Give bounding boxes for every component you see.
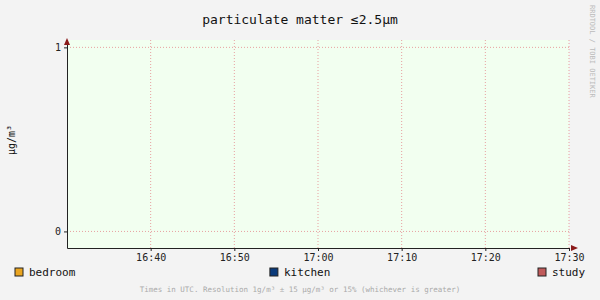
x-grid-line bbox=[401, 40, 402, 248]
x-tick-mark bbox=[569, 248, 570, 251]
chart: 16:4016:5017:0017:1017:2017:3001particul… bbox=[0, 0, 600, 300]
x-tick-label: 16:40 bbox=[136, 252, 166, 263]
x-tick-mark bbox=[151, 248, 152, 251]
x-tick: 17:30 bbox=[554, 248, 584, 263]
x-tick-mark bbox=[402, 248, 403, 251]
legend-swatch bbox=[15, 268, 23, 276]
legend: bedroom kitchen study bbox=[15, 266, 585, 279]
x-grid-line bbox=[150, 40, 151, 248]
x-tick-label: 17:00 bbox=[303, 252, 333, 263]
x-tick-label: 16:50 bbox=[220, 252, 250, 263]
y-tick: 0 bbox=[55, 226, 67, 237]
x-grid-line bbox=[234, 40, 235, 248]
y-tick-mark bbox=[64, 231, 67, 232]
legend-swatch bbox=[270, 268, 278, 276]
y-grid-line bbox=[67, 47, 569, 48]
legend-item: kitchen bbox=[270, 266, 330, 279]
x-tick: 16:40 bbox=[136, 248, 166, 263]
legend-item: study bbox=[538, 266, 585, 279]
x-axis: 16:40 16:50 17:00 17:10 17:20 17:30 bbox=[68, 248, 585, 263]
x-arrow bbox=[571, 245, 578, 251]
y-grid-line bbox=[67, 231, 569, 232]
y-axis-line bbox=[67, 41, 68, 249]
x-grid-line bbox=[318, 40, 319, 248]
side-text: RRDTOOL / TOBI OETIKER bbox=[588, 5, 596, 99]
legend-label: kitchen bbox=[284, 266, 330, 279]
plot-background bbox=[67, 40, 569, 248]
x-tick: 17:10 bbox=[387, 248, 417, 263]
x-grid-line bbox=[569, 40, 570, 248]
grid bbox=[67, 40, 569, 248]
title: particulate matter ≤2.5µm bbox=[202, 12, 398, 27]
y-tick-mark bbox=[64, 47, 67, 48]
legend-swatch bbox=[538, 268, 546, 276]
y-tick-label: 1 bbox=[55, 42, 61, 53]
x-tick-label: 17:20 bbox=[471, 252, 501, 263]
x-tick-label: 17:10 bbox=[387, 252, 417, 263]
x-tick: 16:50 bbox=[220, 248, 250, 263]
x-tick-mark bbox=[485, 248, 486, 251]
y-tick-label: 0 bbox=[55, 226, 61, 237]
x-tick-label: 17:30 bbox=[554, 252, 584, 263]
y-arrow bbox=[64, 38, 70, 45]
x-tick-mark bbox=[318, 248, 319, 251]
y-axis-title: µg/m³ bbox=[6, 125, 17, 155]
legend-label: study bbox=[552, 266, 585, 279]
y-axis: 01 bbox=[55, 41, 68, 249]
footer: Times in UTC. Resolution 1g/m³ ± 15 µg/m… bbox=[140, 285, 461, 294]
x-tick: 17:20 bbox=[471, 248, 501, 263]
legend-item: bedroom bbox=[15, 266, 76, 279]
x-tick-mark bbox=[234, 248, 235, 251]
legend-label: bedroom bbox=[29, 266, 76, 279]
x-grid-line bbox=[485, 40, 486, 248]
x-tick: 17:00 bbox=[303, 248, 333, 263]
